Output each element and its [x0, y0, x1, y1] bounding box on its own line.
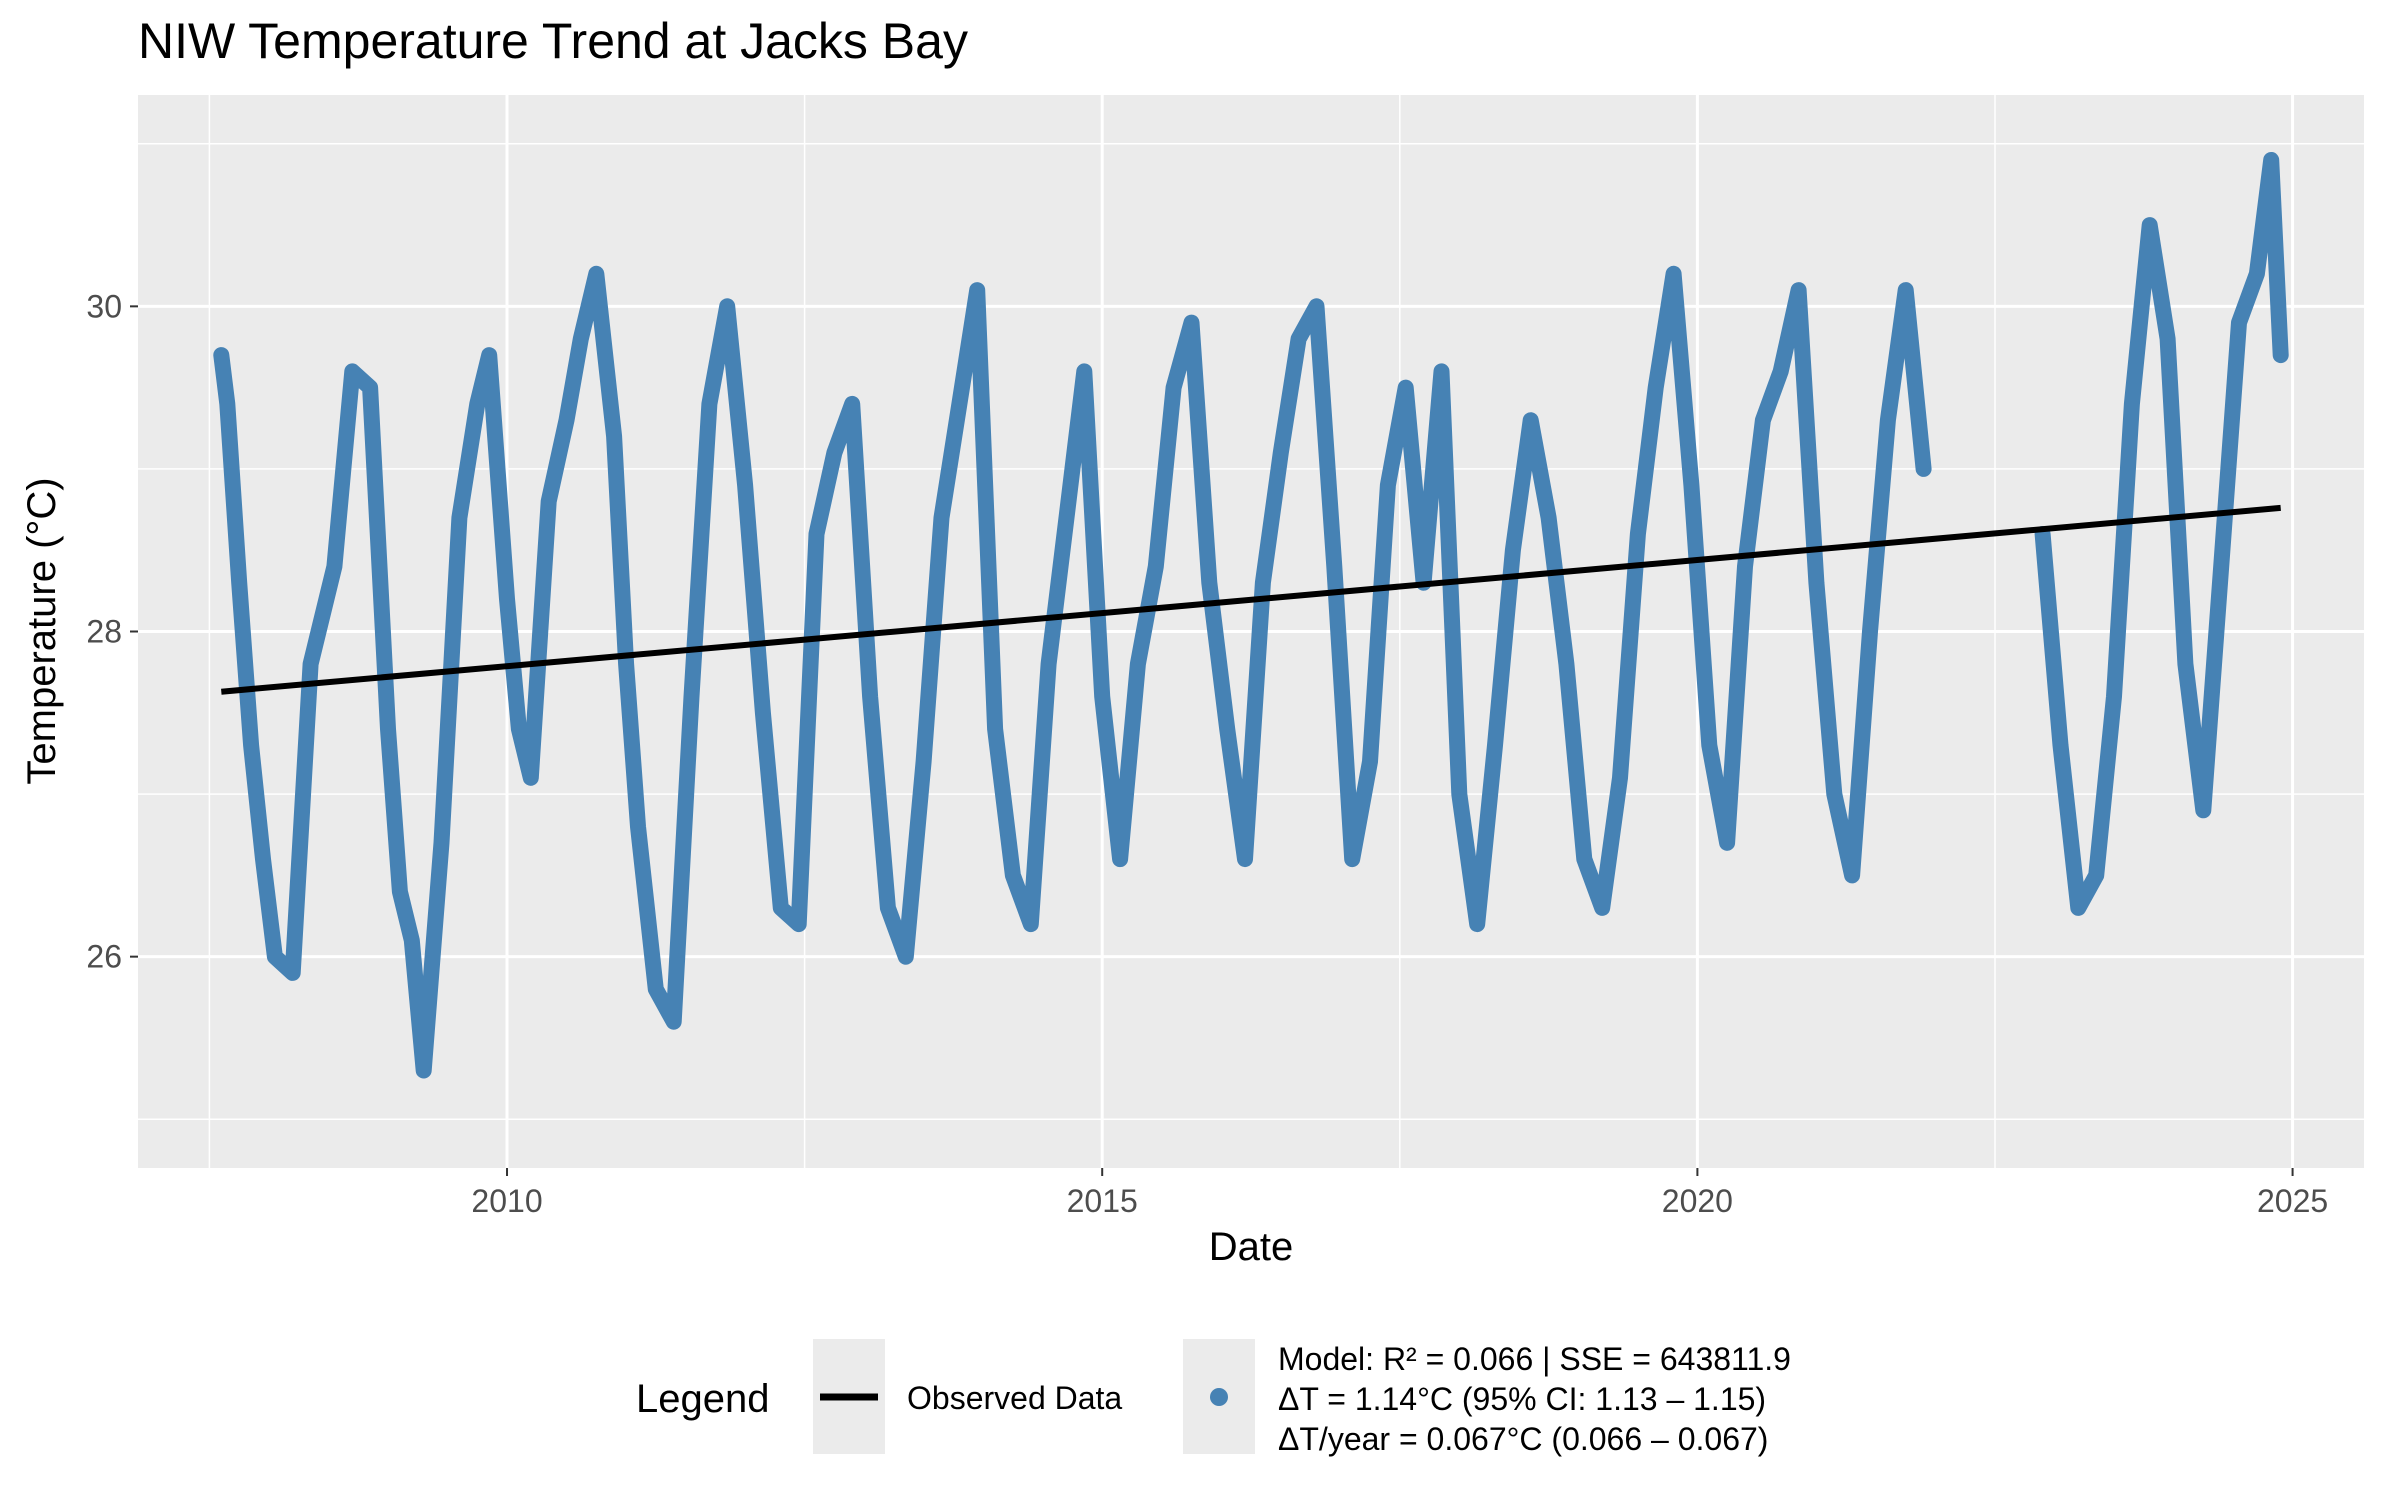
legend-label-model: Model: R² = 0.066 | SSE = 643811.9 [1278, 1341, 1791, 1377]
y-tick-label: 26 [86, 939, 122, 975]
x-tick-label: 2025 [2257, 1183, 2328, 1219]
observed-series-line [2034, 152, 2289, 916]
legend-label-delta-t: ΔT = 1.14°C (95% CI: 1.13 – 1.15) [1278, 1381, 1766, 1417]
legend-label-observed: Observed Data [907, 1380, 1122, 1416]
x-axis-title: Date [1209, 1225, 1294, 1269]
legend: Legend Observed Data Model: R² = 0.066 |… [636, 1339, 1791, 1457]
legend-label-delta-t-year: ΔT/year = 0.067°C (0.066 – 0.067) [1278, 1421, 1768, 1457]
legend-title: Legend [636, 1377, 769, 1421]
observed-series-line [213, 265, 1932, 1079]
y-tick-label: 28 [86, 614, 122, 650]
series-layer [213, 152, 2289, 1079]
tick-labels: 2010 2015 2020 2025 26 28 30 [86, 288, 2328, 1219]
x-tick-label: 2015 [1067, 1183, 1138, 1219]
y-tick-label: 30 [86, 288, 122, 324]
legend-key-point [1210, 1388, 1228, 1406]
chart-title: NIW Temperature Trend at Jacks Bay [138, 13, 968, 69]
y-axis-title: Temperature (°C) [20, 477, 64, 784]
trend-line [221, 504, 2281, 695]
x-tick-label: 2010 [471, 1183, 542, 1219]
x-tick-label: 2020 [1662, 1183, 1733, 1219]
